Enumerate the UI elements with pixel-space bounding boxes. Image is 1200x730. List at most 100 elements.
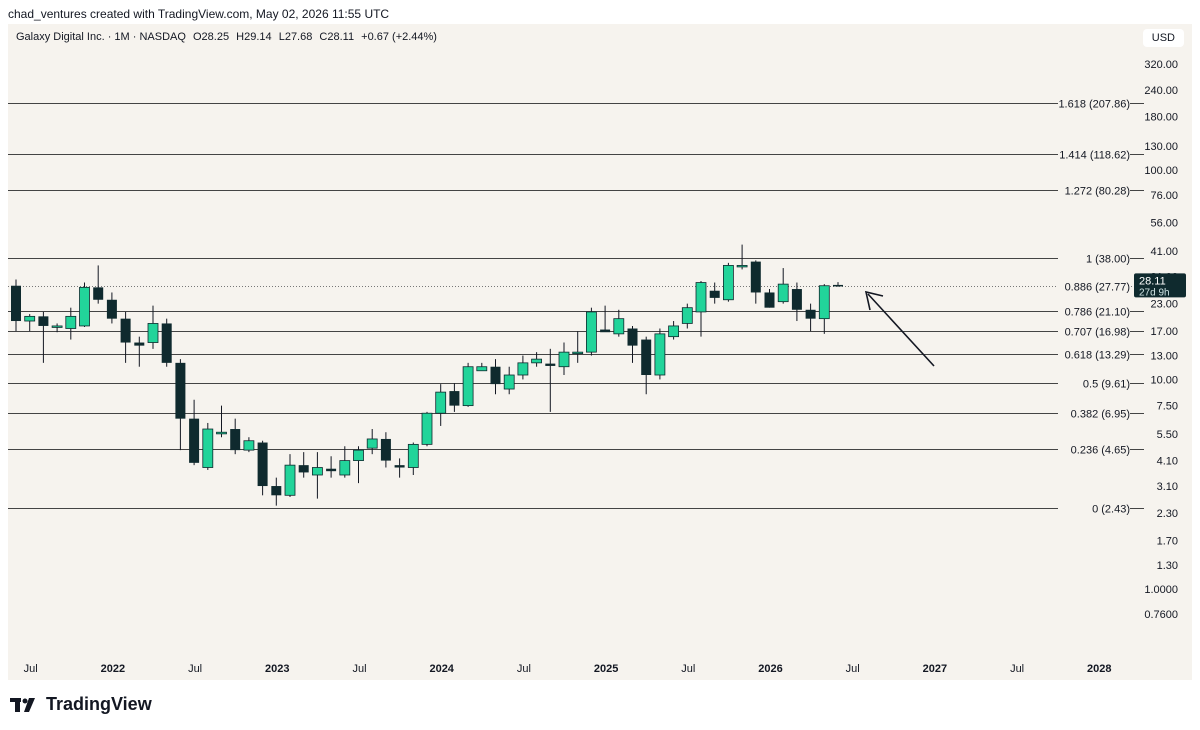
price-chart[interactable]: 1.618 (207.86) 1.414 (118.62) 1.272 (80.28… — [8, 24, 1192, 680]
fib-level-label: 0 (2.43) — [1092, 504, 1130, 516]
candle[interactable] — [736, 265, 748, 268]
candle[interactable] — [216, 431, 227, 435]
candle[interactable] — [51, 325, 63, 328]
tradingview-logo-icon — [10, 697, 35, 712]
candle[interactable] — [805, 309, 816, 319]
candle[interactable] — [93, 287, 104, 300]
y-axis-tick-label: 1.70 — [1157, 536, 1178, 548]
candle[interactable] — [750, 261, 761, 293]
y-axis-tick-label: 320.00 — [1144, 59, 1178, 71]
x-axis-tick-label: 2026 — [758, 663, 782, 675]
y-axis-tick-label: 10.00 — [1150, 374, 1178, 386]
candle[interactable] — [545, 363, 556, 366]
candle[interactable] — [723, 265, 734, 301]
x-axis-tick-label: 2025 — [594, 663, 618, 675]
candle[interactable] — [230, 429, 241, 451]
candle[interactable] — [818, 285, 830, 320]
candle[interactable] — [681, 307, 693, 324]
candle[interactable] — [517, 362, 529, 376]
symbol-legend: Galaxy Digital Inc. · 1M · NASDAQ O28.25… — [16, 31, 441, 43]
candle[interactable] — [38, 316, 49, 326]
candle[interactable] — [106, 299, 117, 319]
bar-countdown: 27d 9h — [1139, 287, 1170, 298]
currency-button[interactable]: USD — [1142, 29, 1184, 47]
candle[interactable] — [462, 366, 474, 407]
candle[interactable] — [558, 351, 570, 368]
y-axis-tick-label: 17.00 — [1150, 326, 1178, 338]
fib-level-label: 0.382 (6.95) — [1071, 409, 1130, 421]
y-axis-tick-label: 1.30 — [1157, 560, 1178, 572]
chart-area[interactable]: 1.618 (207.86) 1.414 (118.62) 1.272 (80.28… — [8, 24, 1192, 680]
annotation-arrow-shaft[interactable] — [867, 293, 935, 367]
candle[interactable] — [298, 465, 309, 473]
candle[interactable] — [353, 449, 364, 461]
y-axis-tick-label: 4.10 — [1157, 456, 1178, 468]
candle[interactable] — [380, 438, 391, 461]
candle[interactable] — [695, 282, 707, 313]
candle[interactable] — [503, 374, 515, 390]
candle[interactable] — [435, 391, 447, 414]
fib-level-label: 0.236 (4.65) — [1071, 445, 1130, 457]
y-axis-tick-label: 76.00 — [1150, 190, 1178, 202]
y-axis-tick-label: 7.50 — [1157, 401, 1178, 413]
candle[interactable] — [764, 292, 775, 308]
candle[interactable] — [65, 315, 77, 329]
candle[interactable] — [257, 442, 268, 487]
x-axis-tick-label: 2028 — [1087, 663, 1111, 675]
candle[interactable] — [134, 342, 145, 346]
y-axis-tick-label: 41.00 — [1150, 246, 1178, 258]
candle[interactable] — [449, 391, 460, 406]
y-axis-tick-label: 240.00 — [1144, 85, 1178, 97]
y-axis-tick-label: 3.10 — [1157, 481, 1178, 493]
candle[interactable] — [366, 438, 378, 449]
candle[interactable] — [175, 362, 186, 419]
y-axis-tick-label: 180.00 — [1144, 111, 1178, 123]
candle[interactable] — [284, 464, 296, 496]
candle[interactable] — [202, 428, 214, 468]
candle[interactable] — [161, 323, 172, 363]
candle[interactable] — [394, 465, 405, 468]
fib-level-label: 1.414 (118.62) — [1059, 150, 1130, 162]
candle[interactable] — [407, 443, 419, 468]
x-axis-tick-label: 2022 — [101, 663, 125, 675]
candle[interactable] — [147, 323, 159, 343]
fib-level-label: 0.786 (21.10) — [1065, 307, 1130, 319]
y-axis-tick-label: 2.30 — [1157, 508, 1178, 520]
fib-level-label: 1 (38.00) — [1086, 254, 1130, 266]
candle[interactable] — [613, 318, 625, 335]
candle[interactable] — [339, 460, 351, 476]
candle[interactable] — [586, 311, 597, 353]
candle[interactable] — [490, 366, 501, 385]
candle[interactable] — [833, 284, 843, 287]
candle[interactable] — [24, 315, 36, 322]
last-price-tag — [1134, 273, 1186, 298]
annotation-arrow-head[interactable] — [864, 290, 884, 311]
candle[interactable] — [421, 412, 433, 445]
candle[interactable] — [531, 358, 542, 364]
candle[interactable] — [311, 467, 323, 476]
candle[interactable] — [120, 318, 131, 343]
x-axis-tick-label: Jul — [681, 663, 695, 675]
candle[interactable] — [641, 339, 652, 376]
y-axis-tick-label: 13.00 — [1150, 351, 1178, 363]
candle[interactable] — [271, 486, 282, 496]
x-axis-tick-label: Jul — [517, 663, 531, 675]
candle[interactable] — [11, 285, 21, 322]
legend-change: +0.67 (+2.44%) — [361, 31, 437, 43]
candle[interactable] — [654, 333, 666, 376]
candle[interactable] — [777, 283, 789, 303]
fib-level-label: 0.5 (9.61) — [1083, 379, 1130, 391]
candle[interactable] — [476, 366, 488, 372]
x-axis-tick-label: Jul — [846, 663, 860, 675]
candle[interactable] — [600, 329, 611, 333]
candle[interactable] — [79, 286, 90, 327]
legend-low: L27.68 — [278, 31, 313, 43]
candle[interactable] — [791, 289, 802, 310]
candle[interactable] — [668, 325, 679, 338]
candle[interactable] — [243, 440, 255, 451]
candle[interactable] — [189, 418, 200, 463]
candle[interactable] — [627, 328, 638, 346]
candle[interactable] — [572, 351, 584, 355]
candle[interactable] — [709, 290, 720, 298]
candle[interactable] — [326, 468, 337, 472]
